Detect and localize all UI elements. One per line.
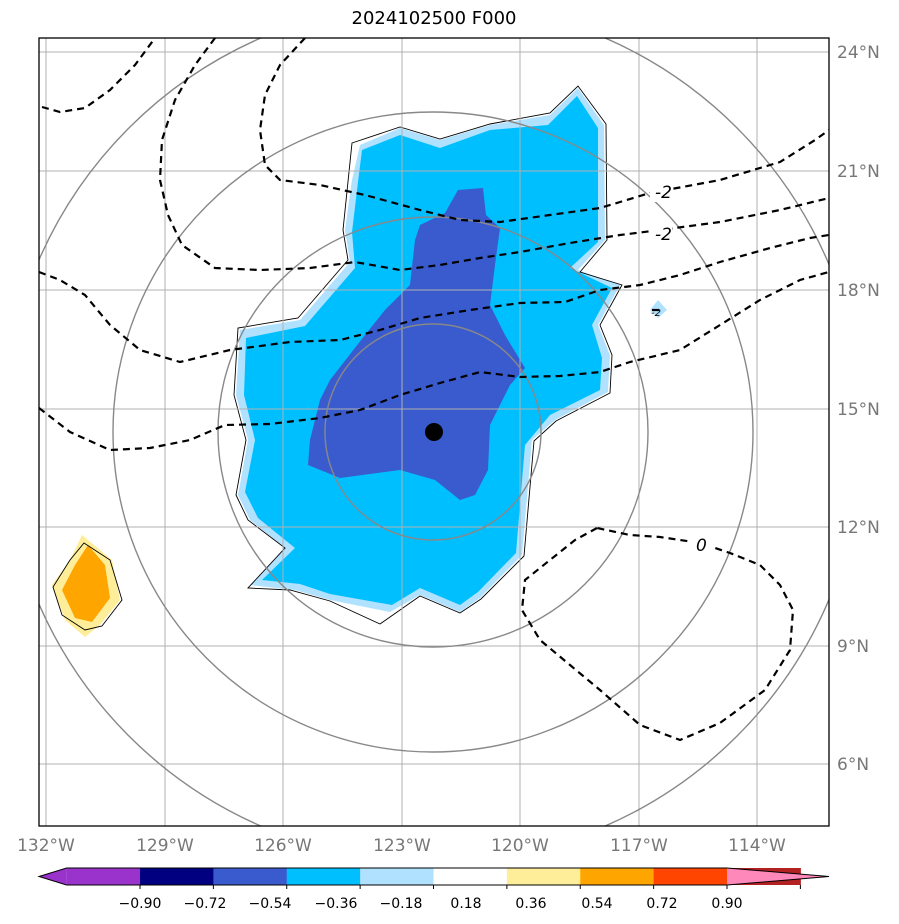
colorbar-extend-min (39, 868, 67, 885)
contour-label: -2 (655, 183, 672, 203)
colorbar-segment (360, 868, 434, 885)
colorbar-tick-label: 0.36 (515, 896, 546, 912)
colorbar-segment (653, 868, 728, 885)
colorbar-tick-label: 0.90 (711, 896, 742, 912)
colorbar-tick-label: −0.72 (184, 896, 227, 912)
colorbar-tick-label: 0.72 (646, 896, 677, 912)
colorbar (37, 867, 830, 889)
latitude-labels: 24°N 21°N 18°N 15°N 12°N 9°N 6°N (837, 43, 880, 775)
colorbar-tick-labels: −0.90 −0.72 −0.54 −0.36 −0.18 0.18 0.36 … (119, 896, 743, 912)
map-plot-area (39, 38, 829, 826)
lat-label: 24°N (837, 43, 880, 63)
colorbar-outline (37, 867, 830, 886)
lon-label: 123°W (373, 836, 431, 856)
shading-outline (52, 85, 623, 631)
lat-label: 21°N (837, 162, 880, 182)
colorbar-segment (506, 868, 581, 885)
lon-label: 117°W (610, 836, 668, 856)
lat-label: 18°N (837, 281, 880, 301)
contour-label: -2 (655, 225, 672, 245)
lon-label: 129°W (136, 836, 194, 856)
colorbar-tick-label: −0.18 (380, 896, 423, 912)
lon-label: 120°W (491, 836, 549, 856)
graticule (39, 38, 829, 826)
anomaly-fill-positive (52, 535, 120, 637)
plot-frame (38, 37, 830, 827)
contour-label: -2 (651, 308, 661, 319)
storm-center-marker (425, 423, 443, 441)
colorbar-segment (140, 868, 214, 885)
colorbar-tick-label: −0.54 (249, 896, 292, 912)
lon-label: 114°W (728, 836, 786, 856)
colorbar-segment (66, 868, 140, 885)
colorbar-tick-label: −0.36 (315, 896, 358, 912)
contour-labels: -2 -2 -2 0 (650, 182, 712, 556)
longitude-labels: 132°W 129°W 126°W 123°W 120°W 117°W 114°… (17, 836, 786, 856)
map-title: 2024102500 F000 (351, 8, 517, 29)
contour-label: 0 (696, 536, 707, 556)
colorbar-segment (433, 868, 508, 885)
colorbar-tick-label: 0.18 (450, 896, 481, 912)
lat-label: 15°N (837, 400, 880, 420)
colorbar-tick-label: 0.54 (581, 896, 612, 912)
colorbar-extend-max (727, 868, 829, 885)
colorbar-segment (580, 868, 655, 885)
lat-label: 12°N (837, 518, 880, 538)
colorbar-tick-label: −0.90 (119, 896, 162, 912)
range-rings (39, 38, 829, 826)
lat-label: 9°N (837, 637, 869, 657)
colorbar-segment (213, 868, 288, 885)
colorbar-segment (286, 868, 361, 885)
lon-label: 126°W (254, 836, 312, 856)
anomaly-fill-royal-blue (308, 188, 525, 500)
lon-label: 132°W (17, 836, 75, 856)
lat-label: 6°N (837, 755, 869, 775)
